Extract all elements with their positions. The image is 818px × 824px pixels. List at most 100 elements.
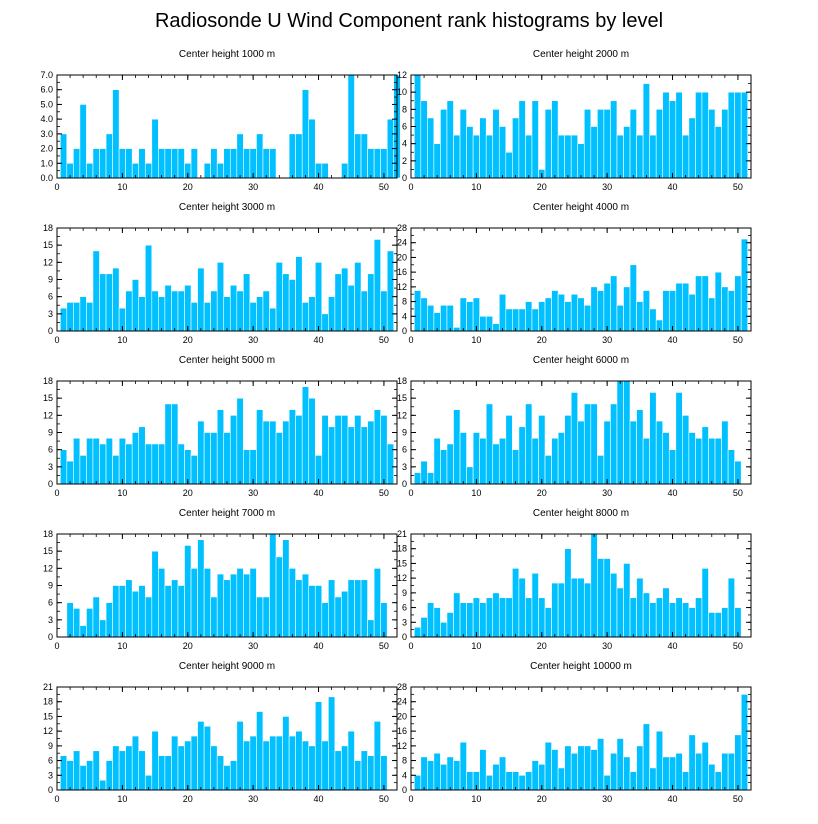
x-tick-label: 0 (54, 794, 59, 804)
histogram-bar (623, 380, 631, 485)
histogram-bar (367, 755, 375, 791)
histogram-bar (701, 741, 709, 791)
histogram-bar (544, 297, 552, 332)
x-tick-label: 10 (471, 641, 481, 651)
histogram-bar (466, 602, 474, 638)
y-tick-label: 4 (402, 770, 407, 780)
histogram-bar (125, 290, 133, 332)
histogram-bar (492, 109, 500, 179)
y-tick-label: 15 (43, 240, 53, 250)
histogram-bar (282, 539, 290, 638)
histogram-bar (682, 134, 690, 179)
histogram-bar (341, 745, 349, 791)
x-tick-label: 20 (537, 182, 547, 192)
histogram-bar (577, 143, 585, 179)
histogram-bar (373, 409, 381, 485)
histogram-bar (433, 607, 441, 638)
histogram-bar (99, 443, 107, 485)
histogram-bar (655, 597, 664, 638)
histogram-bar (236, 721, 244, 791)
y-tick-label: 9 (402, 588, 407, 598)
histogram-bar (551, 437, 559, 485)
histogram-bar (171, 403, 179, 485)
y-tick-label: 6 (48, 756, 53, 766)
histogram-bar (525, 597, 533, 638)
histogram-bar (269, 735, 277, 791)
y-tick-label: 21 (43, 682, 53, 692)
histogram-bar (243, 573, 251, 638)
histogram-bar (629, 264, 637, 332)
y-tick-label: 3 (402, 462, 407, 472)
histogram-bar (485, 403, 494, 485)
histogram-bar (256, 596, 264, 638)
histogram-bar (583, 403, 592, 485)
histogram-bar (210, 596, 218, 638)
histogram-bar (688, 734, 696, 791)
y-tick-label: 12 (397, 70, 407, 80)
x-tick-label: 0 (408, 488, 413, 498)
histogram-bar (583, 109, 592, 179)
histogram-bar (210, 432, 218, 485)
histogram-bar (229, 284, 238, 332)
histogram-bar (597, 109, 605, 179)
histogram-bar (603, 109, 611, 179)
histogram-bar (347, 730, 355, 791)
histogram-bar (583, 304, 592, 332)
histogram-bar (236, 397, 244, 485)
histogram-bar (334, 750, 342, 791)
x-tick-label: 10 (471, 794, 481, 804)
histogram-bar (210, 745, 218, 791)
y-tick-label: 28 (397, 223, 407, 233)
histogram-bar (708, 109, 716, 179)
histogram-bar (282, 420, 290, 485)
histogram-bar (662, 432, 670, 485)
histogram-bar (79, 765, 87, 791)
histogram-bar (721, 420, 729, 485)
y-tick-label: 12 (43, 726, 53, 736)
x-tick-label: 30 (248, 488, 258, 498)
histogram-bar (177, 148, 185, 179)
histogram-bar (295, 730, 303, 791)
histogram-bar (413, 290, 422, 332)
panel-title: Center height 5000 m (179, 355, 275, 366)
y-tick-label: 0 (48, 326, 53, 336)
histogram-bar (708, 297, 716, 332)
histogram-bar (427, 304, 435, 332)
histogram-bar (295, 133, 303, 179)
histogram-bar (440, 304, 448, 332)
y-tick-label: 6 (48, 598, 53, 608)
x-tick-label: 20 (537, 794, 547, 804)
histogram-bar (570, 392, 579, 485)
histogram-bar (636, 577, 644, 638)
histogram-bar (118, 585, 126, 638)
histogram-bar (99, 779, 107, 791)
histogram-bar (557, 767, 565, 791)
histogram-bar (190, 148, 198, 179)
histogram-bar (66, 602, 74, 638)
histogram-bar (373, 239, 381, 332)
histogram-bar (380, 602, 388, 638)
histogram-bar (427, 602, 435, 638)
histogram-bar (655, 109, 664, 179)
y-tick-label: 0 (48, 632, 53, 642)
histogram-bar (380, 755, 388, 791)
histogram-bar (151, 550, 159, 638)
histogram-panel-1: Center height 1000 m 0.0 1.0 2.0 3.0 4.0 5.0 6.… (40, 49, 401, 192)
histogram-bar (112, 89, 120, 179)
histogram-bar (472, 597, 480, 638)
histogram-bar (459, 109, 467, 179)
histogram-bar (453, 134, 461, 179)
histogram-bar (688, 432, 696, 485)
histogram-bar (701, 91, 709, 179)
histogram-bar (688, 117, 696, 179)
histogram-bar (740, 91, 749, 179)
histogram-bar (577, 577, 585, 638)
histogram-bar (525, 134, 533, 179)
histogram-bar (485, 597, 494, 638)
histogram-bar (603, 558, 611, 638)
x-tick-label: 30 (248, 794, 258, 804)
histogram-bar (564, 134, 572, 179)
x-tick-label: 50 (379, 488, 389, 498)
histogram-panel-2: Center height 2000 m 0 2 4 6 8 10 12 0 10 20 30 40 50 (397, 49, 752, 192)
